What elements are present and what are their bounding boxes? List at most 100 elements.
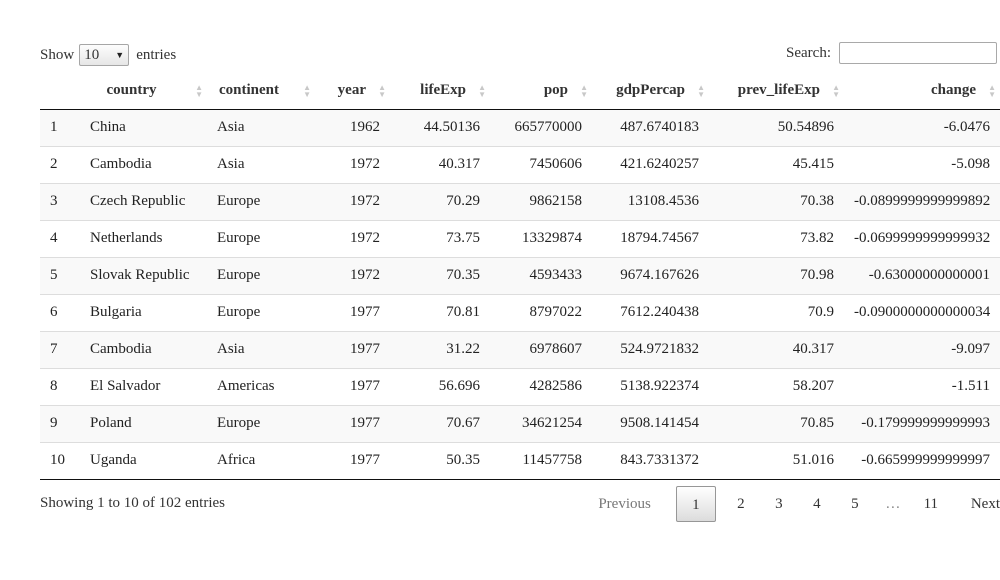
- previous-button[interactable]: Previous: [598, 496, 651, 512]
- cell-gdppercap: 5138.922374: [592, 367, 709, 405]
- page-length-value: 10: [84, 46, 100, 63]
- datatable-wrapper: Show 10 ▼ entries Search: country ▲ ▼ conti…: [40, 41, 1000, 522]
- cell-change: -9.097: [844, 330, 1000, 368]
- cell-prev-lifeexp: 70.98: [709, 256, 844, 294]
- column-header-change[interactable]: change ▲ ▼: [844, 73, 1000, 110]
- cell-country: Poland: [80, 404, 207, 442]
- cell-country: Cambodia: [80, 330, 207, 368]
- data-table: country ▲ ▼ continent ▲ ▼ year ▲ ▼ lifeExp ▲ ▼ pop ▲ ▼…: [40, 73, 1000, 480]
- next-button[interactable]: Next: [970, 496, 1000, 512]
- column-header-label: country: [106, 82, 157, 99]
- cell-prev-lifeexp: 51.016: [709, 441, 844, 480]
- page-button-3[interactable]: 3: [775, 496, 783, 512]
- page-button-2[interactable]: 2: [737, 496, 745, 512]
- column-header-index[interactable]: [40, 73, 80, 110]
- cell-lifeexp: 70.81: [390, 293, 490, 331]
- cell-index: 1: [50, 119, 58, 135]
- column-header-gdppercap[interactable]: gdpPercap ▲ ▼: [592, 73, 709, 110]
- column-header-continent[interactable]: continent ▲ ▼: [207, 73, 315, 110]
- cell-year: 1977: [315, 367, 390, 405]
- sort-icon: ▲ ▼: [378, 82, 386, 99]
- table-row[interactable]: 6 Bulgaria Europe 1977 70.81 8797022 7612.2404…: [40, 293, 1000, 331]
- page-button-11[interactable]: 11: [923, 496, 939, 512]
- cell-continent: Africa: [207, 441, 315, 480]
- table-row[interactable]: 1 China Asia 1962 44.50136 665770000 487.67401…: [40, 109, 1000, 146]
- cell-pop: 4282586: [490, 367, 592, 405]
- cell-index: 8: [40, 367, 80, 405]
- cell-gdppercap: 843.7331372: [592, 441, 709, 480]
- cell-pop: 9862158: [490, 182, 592, 220]
- pagination: Previous 1 2 3 4 5 … 11 Next: [591, 485, 1000, 523]
- cell-gdppercap: 13108.4536: [592, 182, 709, 220]
- cell-pop: 13329874: [490, 219, 592, 257]
- cell-prev-lifeexp: 70.85: [709, 404, 844, 442]
- page-button-1[interactable]: 1: [675, 486, 716, 522]
- cell-continent: Europe: [207, 293, 315, 331]
- cell-year: 1972: [315, 256, 390, 294]
- table-row[interactable]: 5 Slovak Republic Europe 1972 70.35 4593433 96…: [40, 256, 1000, 294]
- sort-icon: ▲ ▼: [195, 82, 203, 99]
- cell-year: 1977: [315, 404, 390, 442]
- table-row[interactable]: 7 Cambodia Asia 1977 31.22 6978607 524.9721832…: [40, 330, 1000, 368]
- cell-continent: Asia: [217, 119, 245, 135]
- cell-continent: Americas: [207, 367, 315, 405]
- table-row[interactable]: 3 Czech Republic Europe 1972 70.29 9862158 131…: [40, 182, 1000, 220]
- column-header-pop[interactable]: pop ▲ ▼: [490, 73, 592, 110]
- cell-index: 5: [40, 256, 80, 294]
- table-info: Showing 1 to 10 of 102 entries: [40, 495, 225, 511]
- search-input[interactable]: [839, 42, 997, 64]
- search-filter: Search:: [786, 41, 997, 65]
- cell-year: 1962: [350, 119, 380, 135]
- column-header-lifeexp[interactable]: lifeExp ▲ ▼: [390, 73, 490, 110]
- cell-index: 7: [40, 330, 80, 368]
- column-header-label: year: [337, 82, 366, 99]
- cell-change: -5.098: [844, 145, 1000, 183]
- cell-continent: Europe: [207, 182, 315, 220]
- cell-pop: 34621254: [490, 404, 592, 442]
- table-row[interactable]: 4 Netherlands Europe 1972 73.75 13329874 18794…: [40, 219, 1000, 257]
- sort-icon: ▲ ▼: [988, 82, 996, 99]
- cell-index: 6: [40, 293, 80, 331]
- cell-change: -0.179999999999993: [844, 404, 1000, 442]
- table-footer: Showing 1 to 10 of 102 entries Previous 1…: [40, 485, 1000, 525]
- cell-lifeexp: 70.67: [390, 404, 490, 442]
- sort-icon: ▲ ▼: [580, 82, 588, 99]
- table-row[interactable]: 10 Uganda Africa 1977 50.35 11457758 843.73313…: [40, 441, 1000, 480]
- cell-index: 3: [40, 182, 80, 220]
- page-length-select[interactable]: 10 ▼: [79, 44, 130, 66]
- cell-lifeexp: 44.50136: [423, 119, 480, 135]
- cell-change: -0.0900000000000034: [844, 293, 1000, 331]
- cell-year: 1977: [315, 293, 390, 331]
- cell-change: -0.665999999999997: [844, 441, 1000, 480]
- cell-gdppercap: 7612.240438: [592, 293, 709, 331]
- pagination-ellipsis: …: [885, 496, 901, 512]
- page-button-5[interactable]: 5: [851, 496, 859, 512]
- cell-index: 4: [40, 219, 80, 257]
- column-header-label: prev_lifeExp: [737, 82, 820, 99]
- cell-pop: 8797022: [490, 293, 592, 331]
- cell-lifeexp: 73.75: [390, 219, 490, 257]
- page-button-4[interactable]: 4: [813, 496, 821, 512]
- header-row: country ▲ ▼ continent ▲ ▼ year ▲ ▼ lifeExp ▲ ▼ pop ▲ ▼…: [40, 73, 1000, 110]
- cell-index: 2: [40, 145, 80, 183]
- cell-continent: Asia: [207, 145, 315, 183]
- cell-pop: 7450606: [490, 145, 592, 183]
- table-row[interactable]: 2 Cambodia Asia 1972 40.317 7450606 421.624025…: [40, 145, 1000, 183]
- cell-year: 1977: [315, 330, 390, 368]
- cell-year: 1972: [315, 219, 390, 257]
- column-header-prev-lifeexp[interactable]: prev_lifeExp ▲ ▼: [709, 73, 844, 110]
- cell-country: China: [90, 119, 126, 135]
- length-menu: Show 10 ▼ entries: [40, 41, 176, 69]
- cell-prev-lifeexp: 73.82: [709, 219, 844, 257]
- cell-continent: Asia: [207, 330, 315, 368]
- cell-year: 1977: [315, 441, 390, 480]
- cell-year: 1972: [315, 145, 390, 183]
- cell-lifeexp: 70.35: [390, 256, 490, 294]
- column-header-country[interactable]: country ▲ ▼: [80, 73, 207, 110]
- cell-prev-lifeexp: 58.207: [709, 367, 844, 405]
- column-header-year[interactable]: year ▲ ▼: [315, 73, 390, 110]
- sort-icon: ▲ ▼: [478, 82, 486, 99]
- table-row[interactable]: 9 Poland Europe 1977 70.67 34621254 9508.14145…: [40, 404, 1000, 442]
- cell-country: Bulgaria: [80, 293, 207, 331]
- table-row[interactable]: 8 El Salvador Americas 1977 56.696 4282586 513…: [40, 367, 1000, 405]
